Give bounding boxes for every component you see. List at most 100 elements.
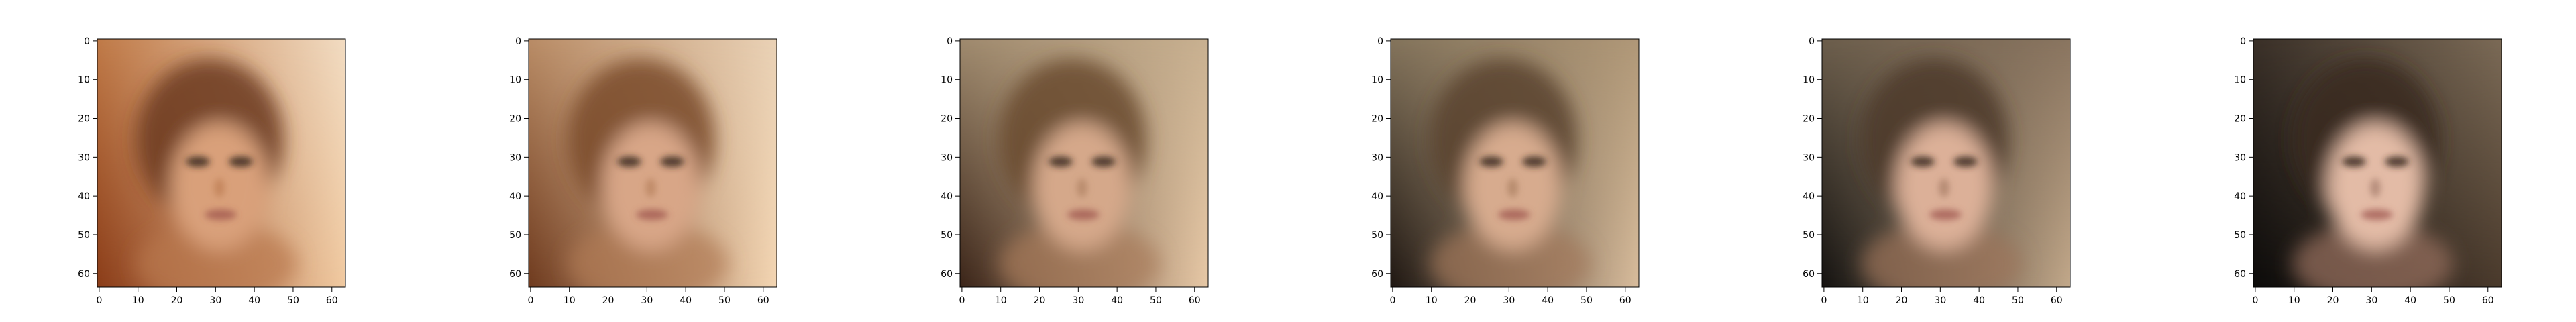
y-tick-label: 0	[515, 36, 521, 47]
face-image	[1391, 39, 1639, 287]
y-tick-label: 20	[1371, 114, 1383, 125]
y-tick-label: 10	[2234, 75, 2246, 86]
y-tick-label: 50	[509, 230, 521, 241]
x-tick-label: 40	[680, 295, 692, 306]
y-tick-label: 50	[1803, 230, 1815, 241]
x-tick-label: 60	[757, 295, 769, 306]
y-tick-label: 60	[1371, 269, 1383, 280]
y-tick-label: 40	[509, 191, 521, 202]
y-tick-label: 20	[78, 114, 90, 125]
x-tick-label: 60	[326, 295, 338, 306]
image-panel: 0 10 20 30 40 50 60 0 10 20 30 40 50 60	[1371, 36, 1640, 306]
x-tick-label: 40	[1542, 295, 1554, 306]
x-tick-label: 50	[718, 295, 731, 306]
x-tick-label: 20	[1896, 295, 1908, 306]
x-tick-label: 30	[209, 295, 221, 306]
face-image	[529, 39, 777, 287]
image-panel: 0 10 20 30 40 50 60 0 10 20 30 40 50 60	[2234, 36, 2502, 306]
x-tick-label: 40	[1973, 295, 1985, 306]
axes-frame	[528, 38, 777, 288]
y-tick-label: 40	[1371, 191, 1383, 202]
axes-frame	[1390, 38, 1640, 288]
x-tick-label: 20	[171, 295, 183, 306]
y-tick-label: 50	[2234, 230, 2246, 241]
y-tick-label: 50	[941, 230, 953, 241]
x-tick-label: 20	[602, 295, 614, 306]
x-tick-label: 60	[1619, 295, 1631, 306]
y-tick-label: 60	[1803, 269, 1815, 280]
axes-frame	[1821, 38, 2071, 288]
x-tick-label: 10	[2288, 295, 2300, 306]
face-image	[1822, 39, 2070, 287]
y-tick-label: 10	[78, 75, 90, 86]
y-tick-label: 40	[78, 191, 90, 202]
x-tick-label: 50	[2443, 295, 2455, 306]
x-tick-label: 0	[959, 295, 965, 306]
x-tick-label: 40	[248, 295, 260, 306]
x-tick-label: 10	[1857, 295, 1869, 306]
x-tick-label: 10	[132, 295, 144, 306]
y-tick-label: 0	[1809, 36, 1815, 47]
x-tick-label: 30	[1503, 295, 1515, 306]
x-tick-label: 50	[287, 295, 299, 306]
x-tick-label: 10	[1426, 295, 1438, 306]
image-panel: 0 10 20 30 40 50 60 0 10 20 30 40 50 60	[78, 36, 346, 306]
face-image	[2253, 39, 2502, 287]
axes-frame	[97, 38, 346, 288]
x-tick-label: 50	[1580, 295, 1593, 306]
y-tick-label: 20	[509, 114, 521, 125]
y-tick-label: 30	[1371, 152, 1383, 163]
x-tick-label: 20	[2327, 295, 2339, 306]
x-tick-label: 50	[2012, 295, 2024, 306]
y-tick-label: 60	[78, 269, 90, 280]
axes-frame	[959, 38, 1209, 288]
y-tick-label: 30	[2234, 152, 2246, 163]
y-tick-label: 30	[78, 152, 90, 163]
x-tick-label: 30	[641, 295, 653, 306]
y-tick-label: 30	[509, 152, 521, 163]
x-tick-label: 60	[2482, 295, 2494, 306]
y-tick-label: 60	[941, 269, 953, 280]
x-tick-label: 40	[2404, 295, 2416, 306]
y-tick-label: 0	[84, 36, 90, 47]
y-tick-label: 20	[941, 114, 953, 125]
x-tick-label: 20	[1464, 295, 1477, 306]
x-tick-label: 0	[1821, 295, 1827, 306]
x-tick-label: 60	[1189, 295, 1201, 306]
y-tick-label: 0	[2240, 36, 2246, 47]
x-tick-label: 0	[96, 295, 102, 306]
y-tick-label: 10	[941, 75, 953, 86]
x-tick-label: 40	[1111, 295, 1123, 306]
y-tick-label: 0	[1377, 36, 1383, 47]
y-tick-label: 40	[941, 191, 953, 202]
x-tick-label: 30	[2365, 295, 2377, 306]
face-image	[960, 39, 1208, 287]
y-tick-label: 50	[1371, 230, 1383, 241]
x-tick-label: 20	[1034, 295, 1046, 306]
y-tick-label: 40	[1803, 191, 1815, 202]
x-tick-label: 50	[1150, 295, 1162, 306]
x-tick-label: 60	[2051, 295, 2063, 306]
x-tick-label: 10	[564, 295, 576, 306]
y-tick-label: 30	[941, 152, 953, 163]
axes-frame	[2253, 38, 2502, 288]
y-tick-label: 60	[2234, 269, 2246, 280]
x-tick-label: 30	[1072, 295, 1084, 306]
face-image	[97, 39, 345, 287]
y-tick-label: 20	[1803, 114, 1815, 125]
x-tick-label: 0	[1389, 295, 1395, 306]
y-tick-label: 50	[78, 230, 90, 241]
x-tick-label: 30	[1934, 295, 1946, 306]
image-panel: 0 10 20 30 40 50 60 0 10 20 30 40 50 60	[509, 36, 777, 306]
y-tick-label: 60	[509, 269, 521, 280]
y-tick-label: 20	[2234, 114, 2246, 125]
image-panel: 0 10 20 30 40 50 60 0 10 20 30 40 50 60	[1803, 36, 2071, 306]
x-tick-label: 0	[527, 295, 533, 306]
x-tick-label: 0	[2252, 295, 2258, 306]
x-tick-label: 10	[995, 295, 1007, 306]
y-tick-label: 10	[1371, 75, 1383, 86]
y-tick-label: 10	[509, 75, 521, 86]
y-tick-label: 10	[1803, 75, 1815, 86]
y-tick-label: 40	[2234, 191, 2246, 202]
y-tick-label: 0	[947, 36, 953, 47]
